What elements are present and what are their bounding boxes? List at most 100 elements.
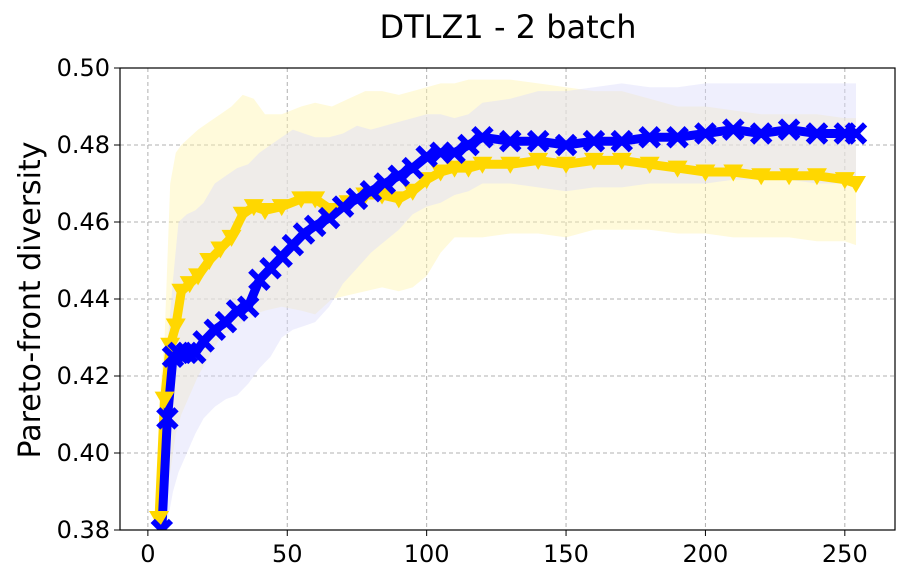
series-2-point (499, 129, 522, 153)
point-stroke (359, 179, 383, 203)
point-stroke (225, 299, 249, 322)
series-1-point (751, 168, 772, 186)
y-tick-label: 0.42 (57, 362, 110, 390)
series-1-point (271, 199, 292, 217)
series-2-point (610, 129, 634, 153)
series-1-point (667, 160, 688, 178)
series-2-point (582, 129, 606, 153)
y-axis-ticks: 0.38 0.40 0.42 0.44 0.46 0.48 0.50 (57, 54, 120, 544)
y-tick-label: 0.48 (57, 131, 110, 159)
confidence-bands (159, 79, 856, 530)
series-1-point (779, 168, 800, 186)
point-stroke (415, 145, 438, 168)
series-1-point (199, 253, 220, 270)
y-tick-label: 0.38 (57, 516, 110, 544)
series-2-point (387, 164, 411, 188)
point-stroke (844, 122, 868, 145)
y-tick-label: 0.46 (57, 208, 110, 236)
series-2-point (526, 129, 550, 153)
x-axis-ticks: 0 50 100 150 200 250 (140, 530, 868, 568)
y-tick-label: 0.44 (57, 285, 110, 313)
series-1-point (430, 164, 451, 182)
series-1-point (232, 206, 253, 224)
point-stroke (805, 122, 829, 145)
y-tick-label: 0.50 (57, 54, 110, 82)
series-2-point (457, 133, 480, 157)
series-1-point (639, 156, 660, 174)
series-1-band (159, 79, 856, 530)
series-1-point (695, 164, 716, 182)
series-2-point (303, 214, 327, 238)
point-stroke (554, 133, 578, 157)
point-stroke (331, 195, 355, 218)
series-2-point (554, 133, 578, 157)
series-2-point (331, 195, 355, 218)
chart-title: DTLZ1 - 2 batch (379, 8, 636, 46)
point-stroke (457, 133, 480, 157)
series-2-point (844, 122, 868, 145)
x-tick-label: 200 (683, 540, 729, 568)
point-stroke (157, 518, 174, 530)
series-2-point (666, 126, 689, 149)
point-stroke (749, 122, 773, 145)
point-stroke (150, 518, 167, 530)
series-2-point (345, 187, 369, 211)
x-tick-label: 150 (543, 540, 589, 568)
series-1-point (458, 160, 479, 178)
series-2-point (638, 126, 661, 149)
point-stroke (777, 118, 801, 141)
point-stroke (638, 126, 661, 149)
series-2-point (443, 141, 466, 164)
series-1-point (188, 268, 209, 286)
series-1-point (444, 160, 465, 178)
series-1-point (291, 191, 312, 209)
series-1-point (402, 183, 423, 201)
point-stroke (373, 172, 397, 195)
point-stroke (443, 141, 466, 164)
series-2-point (373, 172, 397, 195)
x-tick-label: 250 (822, 540, 868, 568)
series-1-point (806, 168, 827, 186)
series-1-point (221, 229, 242, 247)
point-stroke (582, 129, 606, 153)
series-1-point (179, 276, 200, 294)
series-1-point (171, 283, 192, 301)
x-tick-label: 100 (404, 540, 450, 568)
series-2-point (359, 179, 383, 203)
series-markers (149, 118, 868, 530)
point-stroke (471, 126, 494, 149)
series-1-point (528, 152, 549, 170)
x-tick-label: 0 (140, 540, 155, 568)
point-stroke (345, 187, 369, 211)
series-1-point (845, 176, 866, 193)
point-stroke (236, 295, 260, 318)
x-tick-label: 50 (272, 540, 303, 568)
series-2-point (429, 141, 452, 164)
series-1-point (305, 191, 326, 209)
series-2-point (805, 122, 829, 145)
series-1-point (583, 152, 604, 170)
point-stroke (722, 118, 745, 141)
point-stroke (526, 129, 550, 153)
series-1-point (254, 202, 275, 220)
series-1-point (154, 391, 175, 409)
series-2-point (150, 518, 174, 530)
series-1-point (556, 156, 577, 174)
series-2-point (236, 295, 260, 318)
y-tick-label: 0.40 (57, 439, 110, 467)
point-stroke (499, 129, 522, 153)
series-2-point (777, 118, 801, 141)
series-1-point (723, 164, 744, 182)
point-stroke (156, 407, 179, 430)
point-stroke (387, 164, 411, 188)
point-stroke (303, 214, 327, 238)
series-2-point (749, 122, 773, 145)
point-stroke (666, 126, 689, 149)
series-2-point (694, 122, 717, 145)
y-axis-label: Pareto-front diversity (13, 141, 48, 458)
point-stroke (694, 122, 717, 145)
series-1-point (149, 510, 170, 528)
series-1-point (165, 318, 186, 336)
series-2-point (722, 118, 745, 141)
